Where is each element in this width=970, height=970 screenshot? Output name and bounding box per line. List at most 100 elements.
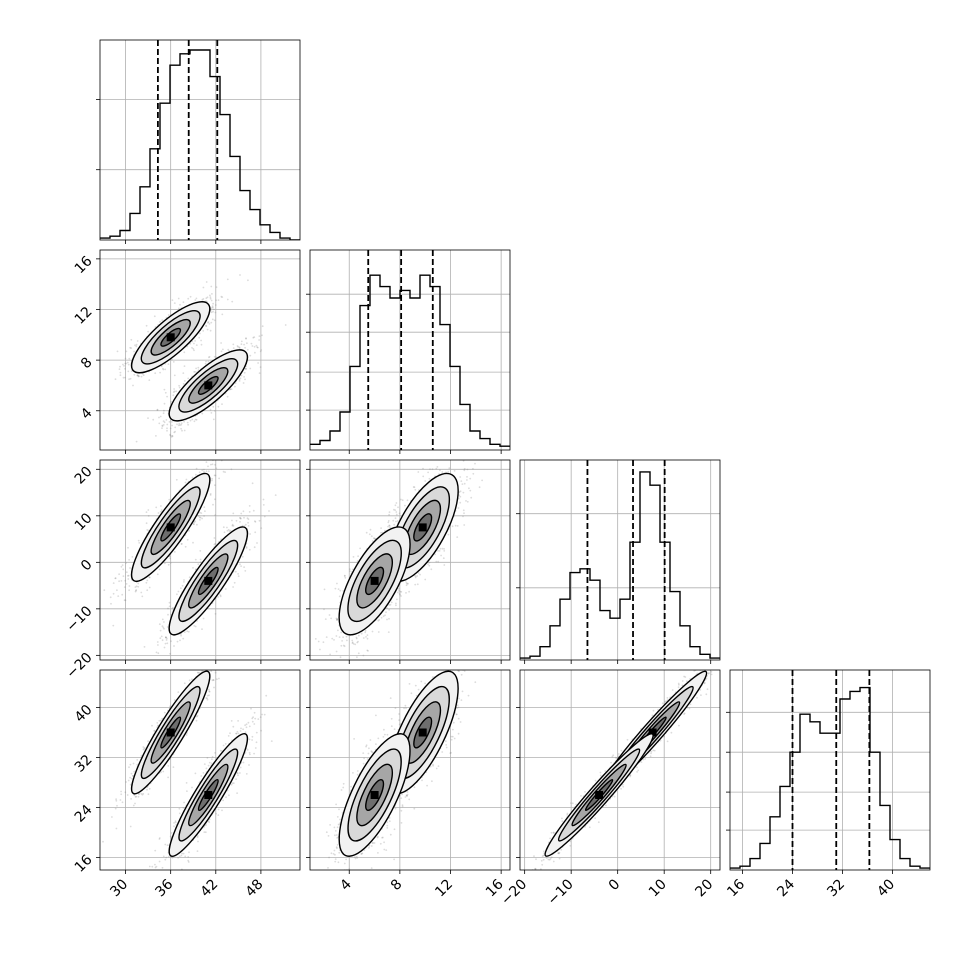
sample-point (222, 441, 224, 443)
sample-point (187, 630, 190, 633)
sample-point (214, 474, 217, 477)
sample-point (126, 361, 129, 364)
sample-point (254, 520, 256, 522)
sample-point (191, 476, 194, 479)
sample-point (162, 424, 165, 426)
sample-point (180, 587, 182, 590)
sample-point (182, 301, 185, 304)
sample-point (234, 385, 236, 388)
sample-point (167, 607, 169, 610)
sample-point (441, 471, 444, 473)
sample-point (171, 435, 174, 438)
sample-point (219, 594, 222, 597)
sample-point (179, 303, 181, 306)
sample-point (465, 500, 467, 502)
sample-point (166, 429, 168, 432)
sample-point (239, 377, 242, 380)
sample-point (398, 512, 401, 515)
sample-point (193, 420, 196, 423)
sample-point (205, 461, 208, 463)
sample-point (205, 297, 208, 300)
sample-point (211, 305, 214, 308)
sample-point (136, 374, 139, 377)
sample-point (119, 371, 122, 374)
sample-point (180, 423, 183, 426)
sample-point (444, 456, 446, 458)
sample-point (137, 375, 140, 378)
sample-point (130, 370, 133, 373)
sample-point (192, 523, 195, 525)
sample-point (240, 340, 243, 343)
sample-point (193, 521, 196, 524)
panel-frame (99, 459, 301, 661)
sample-point (247, 518, 250, 521)
sample-point (203, 468, 205, 471)
sample-point (199, 516, 202, 519)
sample-point (259, 350, 262, 353)
sample-point (222, 470, 225, 473)
sample-point (466, 436, 468, 438)
sample-point (133, 373, 136, 376)
sample-point (447, 471, 450, 473)
sample-point (204, 510, 206, 512)
sample-point (245, 368, 248, 370)
sample-point (178, 307, 180, 310)
sample-point (179, 424, 181, 426)
sample-point (404, 504, 406, 507)
sample-point (138, 375, 140, 377)
sample-point (181, 584, 184, 587)
sample-point (166, 642, 169, 645)
sample-point (161, 427, 163, 429)
sample-point (146, 579, 149, 582)
sample-point (231, 300, 234, 303)
sample-point (226, 278, 229, 281)
sample-point (123, 365, 125, 367)
sample-point (246, 348, 249, 351)
sample-point (245, 547, 248, 549)
sample-point (240, 343, 243, 346)
sample-point (155, 506, 158, 509)
sample-point (173, 374, 176, 377)
sample-point (146, 529, 149, 531)
sample-point (441, 547, 444, 550)
sample-point (173, 390, 176, 393)
sample-point (232, 525, 235, 527)
sample-point (463, 524, 466, 526)
sample-point (173, 302, 176, 304)
sample-point (200, 343, 203, 346)
sample-point (200, 512, 203, 514)
sample-point (171, 421, 173, 423)
sample-point (236, 435, 238, 437)
sample-point (227, 348, 230, 351)
sample-point (166, 637, 168, 640)
sample-point (256, 542, 258, 544)
sample-point (248, 548, 251, 551)
sample-point (246, 425, 248, 427)
sample-point (198, 516, 201, 519)
sample-point (121, 593, 124, 596)
sample-point (169, 433, 171, 436)
sample-point (175, 478, 178, 481)
sample-point (140, 591, 143, 594)
sample-point (214, 613, 217, 615)
sample-point (405, 592, 407, 594)
sample-point (413, 486, 416, 489)
sample-point (463, 512, 465, 515)
sample-point (214, 304, 217, 306)
sample-point (474, 462, 476, 465)
sample-point (251, 345, 254, 347)
sample-point (390, 601, 393, 604)
sample-point (175, 390, 178, 393)
sample-point (244, 367, 247, 370)
sample-point (128, 378, 131, 381)
sample-point (129, 567, 131, 569)
sample-point (253, 546, 256, 549)
samples-layer (314, 436, 483, 659)
sample-point (122, 575, 125, 577)
sample-point (197, 369, 200, 371)
sample-point (212, 306, 214, 309)
sample-point (137, 582, 140, 585)
sample-point (195, 568, 197, 570)
sample-point (145, 511, 148, 513)
sample-point (177, 297, 180, 300)
